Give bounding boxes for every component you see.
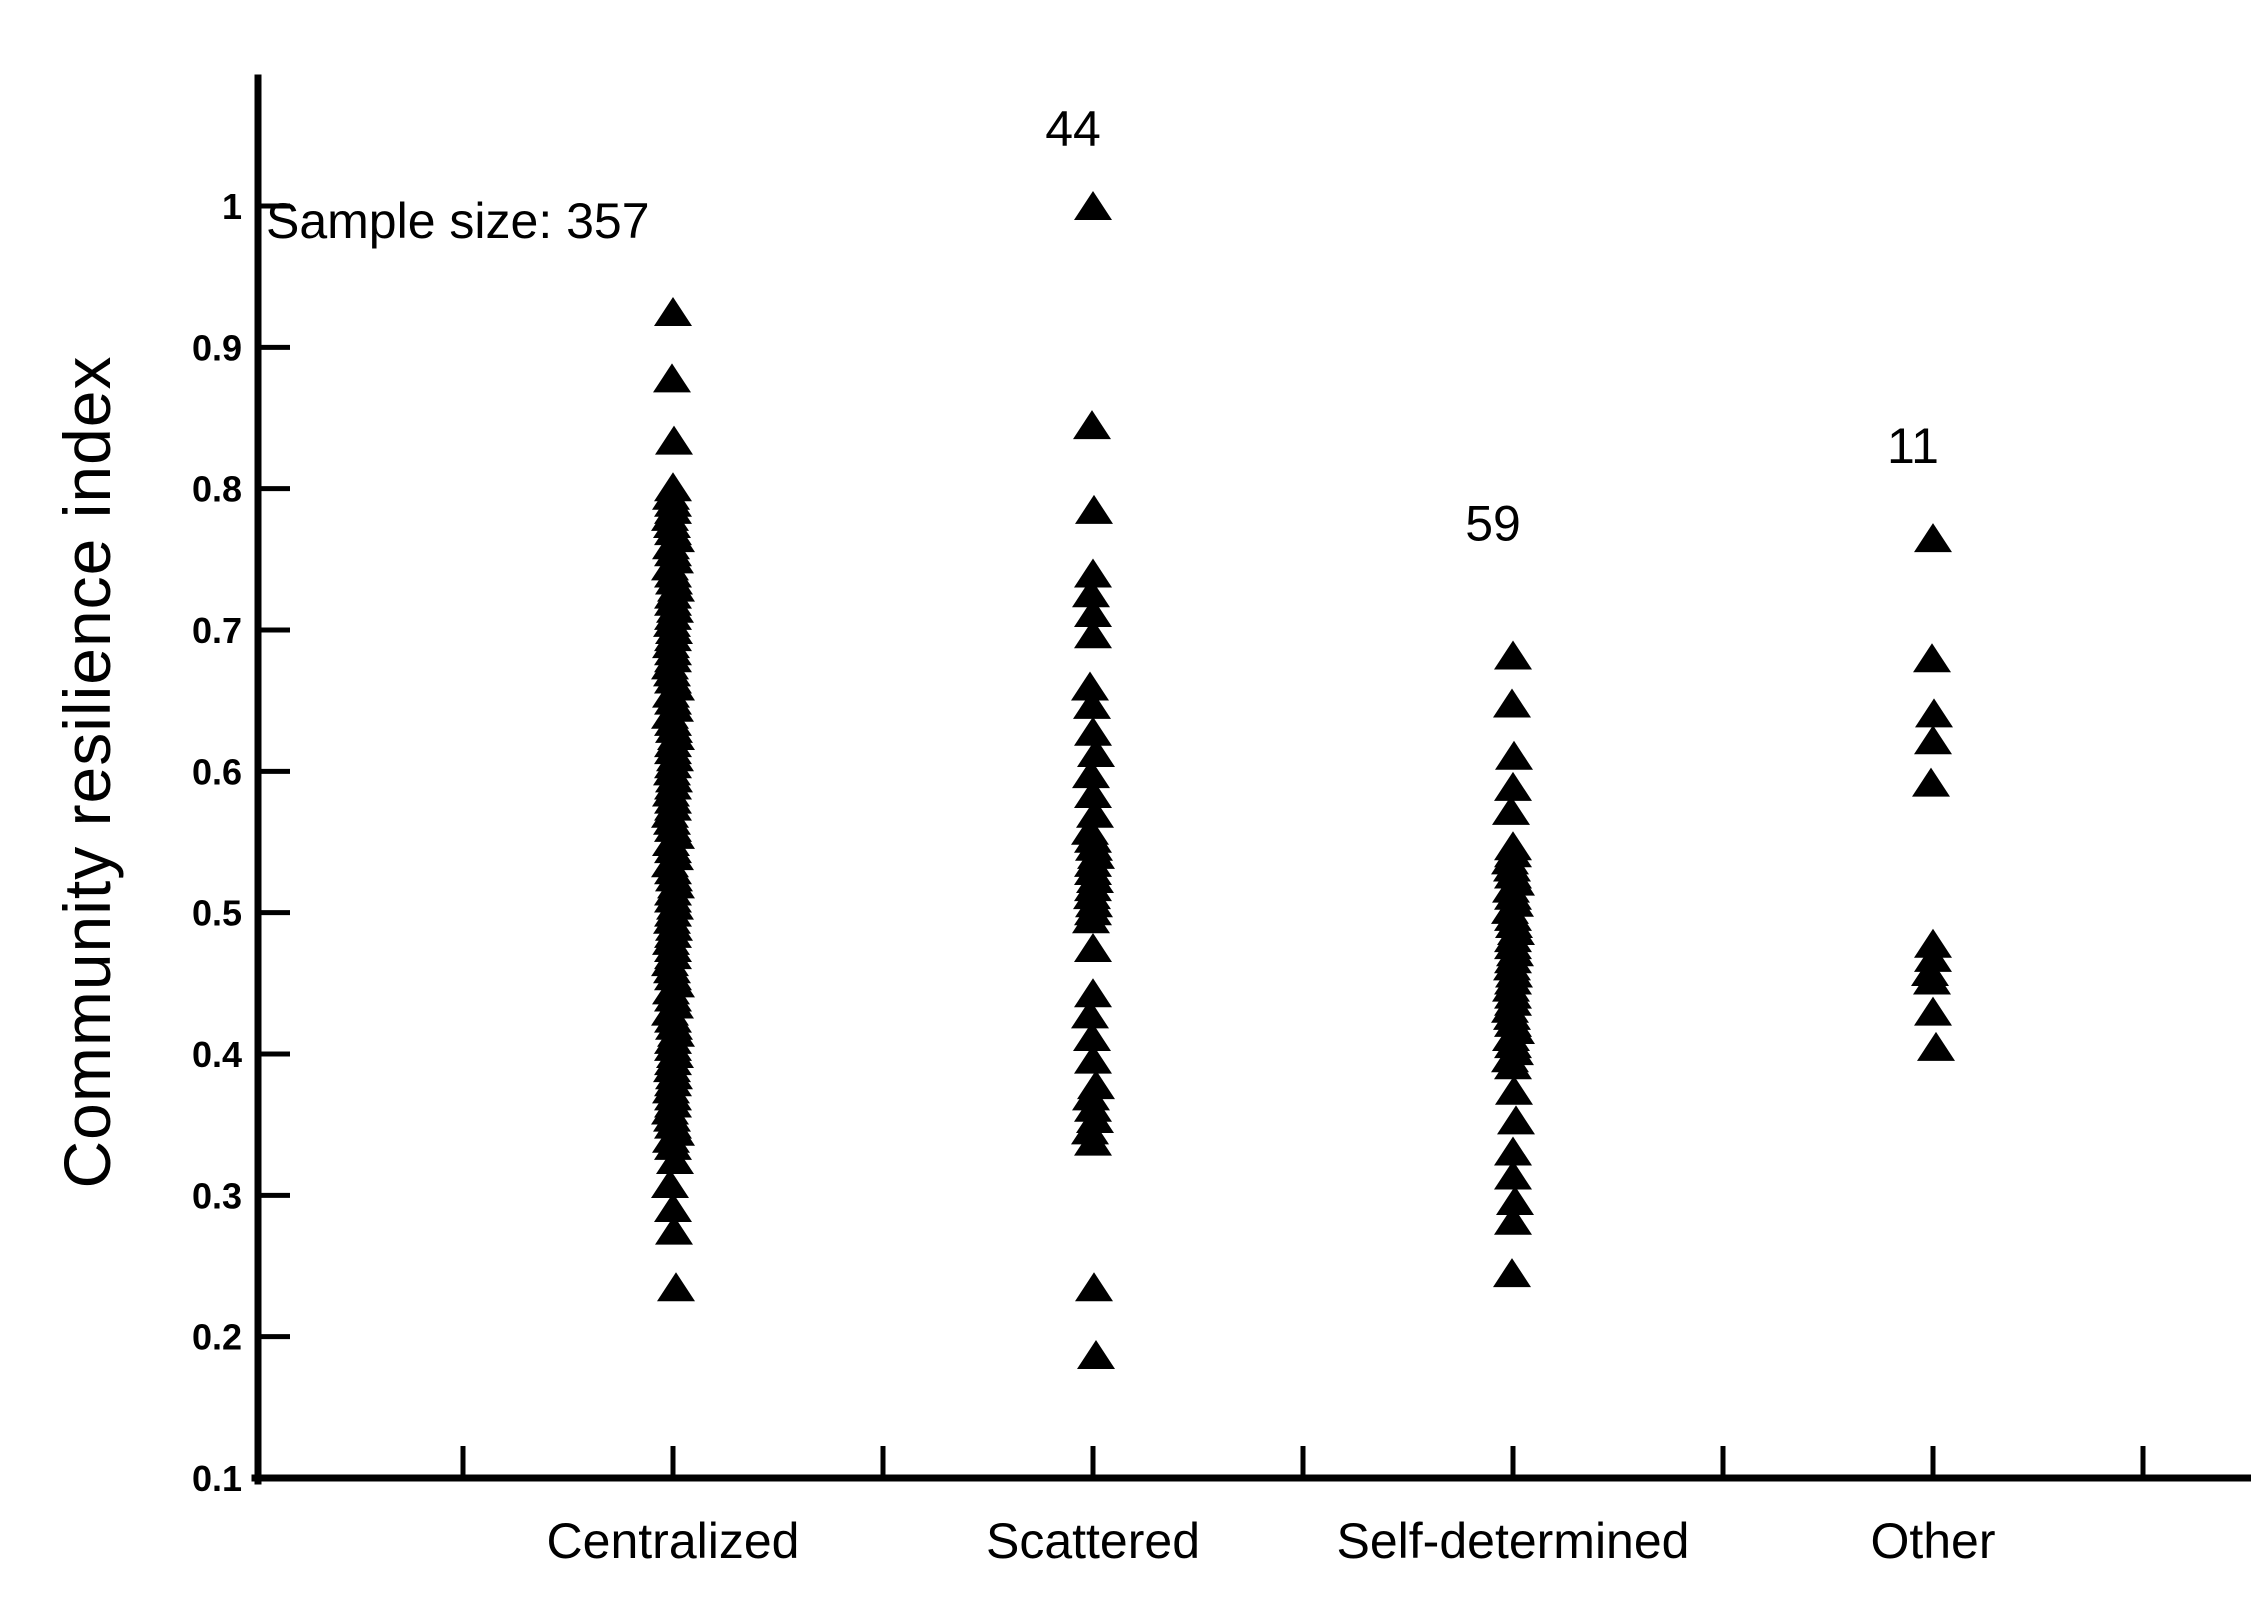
data-point-marker xyxy=(1074,716,1112,746)
category-label: Self-determined xyxy=(1337,1513,1690,1569)
data-point-marker xyxy=(656,1145,694,1174)
y-tick-label: 0.8 xyxy=(192,469,242,510)
data-point-marker xyxy=(654,1130,692,1160)
data-point-marker xyxy=(1074,619,1112,649)
y-tick-label: 0.3 xyxy=(192,1175,242,1216)
data-point-marker xyxy=(1073,689,1111,719)
data-point-marker xyxy=(1496,1185,1534,1215)
data-point-marker xyxy=(1493,688,1531,718)
data-point-marker xyxy=(1494,1136,1532,1166)
y-tick-label: 0.4 xyxy=(192,1034,242,1075)
category-label: Other xyxy=(1870,1513,1995,1569)
category-label: Scattered xyxy=(986,1513,1200,1569)
data-point-marker xyxy=(1071,671,1109,701)
plot-root: 1 0.9 0.8 0.7 0.6 0.5 0.4 0.3 0.2 0.1 Centralized S… xyxy=(192,74,2251,1569)
data-point-marker xyxy=(654,1193,692,1223)
data-point-marker xyxy=(1074,1126,1112,1156)
data-point-marker xyxy=(1072,759,1110,789)
data-point-marker xyxy=(1497,1105,1535,1135)
data-point-marker xyxy=(1074,558,1112,588)
data-point-marker xyxy=(654,297,692,326)
data-point-marker xyxy=(655,1215,693,1245)
count-label: 44 xyxy=(1045,101,1101,157)
y-tick-label: 0.5 xyxy=(192,893,242,934)
data-point-marker xyxy=(1494,1205,1532,1235)
data-point-marker xyxy=(1913,965,1951,995)
data-point-marker xyxy=(1075,1272,1113,1302)
data-point-marker xyxy=(1077,737,1115,767)
y-tick-label: 0.1 xyxy=(192,1458,242,1499)
data-point-marker xyxy=(1494,1050,1532,1080)
sample-size-annotation: Sample size: 357 xyxy=(266,193,650,249)
data-point-marker xyxy=(1071,999,1109,1029)
data-point-marker xyxy=(1495,1075,1533,1105)
strip-plot: 1 0.9 0.8 0.7 0.6 0.5 0.4 0.3 0.2 0.1 Centralized S… xyxy=(40,16,2251,1602)
data-point-marker xyxy=(1494,1160,1532,1190)
data-point-marker xyxy=(1072,578,1110,608)
data-point-marker xyxy=(1914,996,1952,1026)
data-point-marker xyxy=(1495,740,1533,770)
data-point-marker xyxy=(1077,1340,1115,1370)
data-point-marker xyxy=(1493,1258,1531,1288)
count-label: 59 xyxy=(1465,495,1521,551)
data-point-marker xyxy=(657,1272,695,1302)
figure: 1 0.9 0.8 0.7 0.6 0.5 0.4 0.3 0.2 0.1 Centralized S… xyxy=(40,16,2251,1602)
data-point-marker xyxy=(1074,933,1112,962)
y-tick-label: 0.2 xyxy=(192,1317,242,1358)
data-point-marker xyxy=(1074,598,1112,628)
data-point-marker xyxy=(1074,978,1112,1008)
data-point-marker xyxy=(1492,795,1530,825)
data-point-marker xyxy=(1073,1022,1111,1052)
data-point-marker xyxy=(1073,410,1111,440)
data-point-marker xyxy=(1915,698,1953,728)
data-point-marker xyxy=(1075,494,1113,524)
data-point-marker xyxy=(655,425,693,455)
y-axis-title: Community resilience index xyxy=(50,356,124,1189)
data-point-marker xyxy=(1076,798,1114,828)
count-label: 11 xyxy=(1887,418,1939,474)
data-point-marker xyxy=(1074,778,1112,808)
data-point-marker xyxy=(1912,767,1950,797)
data-point-marker xyxy=(1072,904,1110,934)
data-point-marker xyxy=(651,1169,689,1199)
data-point-marker xyxy=(653,363,691,393)
data-point-marker xyxy=(1917,1031,1955,1061)
plot-background xyxy=(40,16,2251,1602)
y-tick-label: 0.6 xyxy=(192,751,242,792)
data-point-marker xyxy=(1074,191,1112,220)
data-point-marker xyxy=(1914,523,1952,553)
data-point-marker xyxy=(1914,942,1952,972)
data-point-marker xyxy=(1914,725,1952,755)
y-tick-label: 1 xyxy=(222,186,242,227)
y-tick-label: 0.9 xyxy=(192,327,242,368)
y-tick-label: 0.7 xyxy=(192,610,242,651)
data-point-marker xyxy=(1074,1044,1112,1074)
category-label: Centralized xyxy=(547,1513,800,1569)
data-point-marker xyxy=(1494,640,1532,670)
data-point-marker xyxy=(1494,771,1532,801)
data-point-marker xyxy=(1913,643,1951,673)
